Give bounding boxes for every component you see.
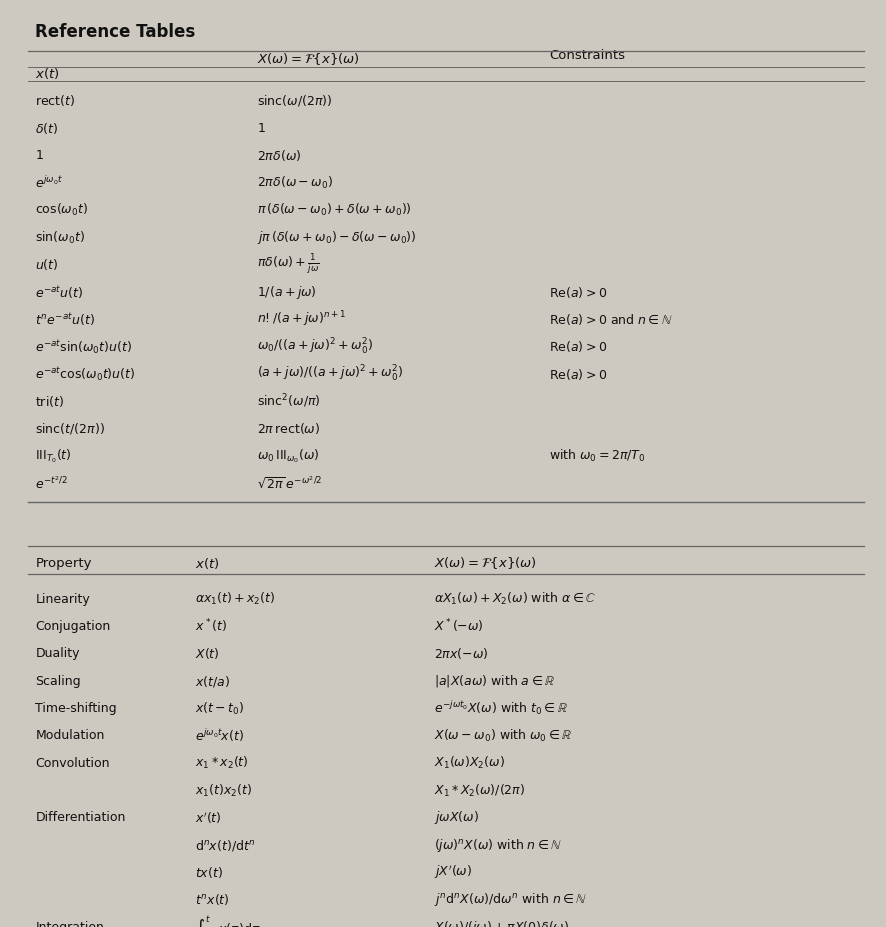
- Text: $\mathrm{Re}(a) > 0$: $\mathrm{Re}(a) > 0$: [549, 367, 608, 382]
- Text: $2\pi\,\mathrm{rect}(\omega)$: $2\pi\,\mathrm{rect}(\omega)$: [257, 422, 320, 437]
- Text: $j\omega X(\omega)$: $j\omega X(\omega)$: [434, 809, 479, 826]
- Text: $\mathrm{sinc}(t/(2\pi))$: $\mathrm{sinc}(t/(2\pi))$: [35, 422, 105, 437]
- Text: $\mathrm{d}^n x(t)/\mathrm{d}t^n$: $\mathrm{d}^n x(t)/\mathrm{d}t^n$: [195, 838, 256, 853]
- Text: $\mathrm{Re}(a) > 0$ and $n \in \mathbb{N}$: $\mathrm{Re}(a) > 0$ and $n \in \mathbb{…: [549, 312, 673, 327]
- Text: $X(\omega - \omega_0)$ with $\omega_0 \in \mathbb{R}$: $X(\omega - \omega_0)$ with $\omega_0 \i…: [434, 728, 572, 743]
- Text: $\mathrm{III}_{T_0}(t)$: $\mathrm{III}_{T_0}(t)$: [35, 448, 72, 465]
- Text: $x'(t)$: $x'(t)$: [195, 810, 222, 826]
- Text: Conjugation: Conjugation: [35, 620, 111, 633]
- Text: $X(t)$: $X(t)$: [195, 646, 220, 661]
- Text: $e^{j\omega_0 t}$: $e^{j\omega_0 t}$: [35, 175, 63, 191]
- Text: Duality: Duality: [35, 647, 80, 660]
- Text: $\mathrm{rect}(t)$: $\mathrm{rect}(t)$: [35, 94, 75, 108]
- Text: $j\pi\,(\delta(\omega + \omega_0) - \delta(\omega - \omega_0))$: $j\pi\,(\delta(\omega + \omega_0) - \del…: [257, 229, 416, 246]
- Text: $x_1 * x_2(t)$: $x_1 * x_2(t)$: [195, 756, 249, 771]
- Text: $X^*(-\omega)$: $X^*(-\omega)$: [434, 617, 484, 635]
- Text: Modulation: Modulation: [35, 730, 105, 743]
- Text: $e^{-at}u(t)$: $e^{-at}u(t)$: [35, 284, 83, 300]
- Text: $\cos(\omega_0 t)$: $\cos(\omega_0 t)$: [35, 202, 89, 218]
- Text: $\int_{-\infty}^{t} x(\tau)\mathrm{d}\tau$: $\int_{-\infty}^{t} x(\tau)\mathrm{d}\ta…: [195, 914, 260, 927]
- Text: $e^{-t^2/2}$: $e^{-t^2/2}$: [35, 476, 68, 492]
- Text: Scaling: Scaling: [35, 675, 81, 688]
- Text: $\mathrm{sinc}^2(\omega/\pi)$: $\mathrm{sinc}^2(\omega/\pi)$: [257, 393, 321, 411]
- Text: $X(\omega)/(j\omega) + \pi X(0)\delta(\omega)$: $X(\omega)/(j\omega) + \pi X(0)\delta(\o…: [434, 919, 570, 927]
- Text: $X(\omega) = \mathcal{F}\{x\}(\omega)$: $X(\omega) = \mathcal{F}\{x\}(\omega)$: [434, 555, 537, 571]
- Text: Property: Property: [35, 556, 92, 570]
- Text: $\mathrm{Re}(a) > 0$: $\mathrm{Re}(a) > 0$: [549, 285, 608, 299]
- Text: Differentiation: Differentiation: [35, 811, 126, 824]
- Text: $\alpha x_1(t) + x_2(t)$: $\alpha x_1(t) + x_2(t)$: [195, 591, 276, 607]
- Text: $\omega_0\,\mathrm{III}_{\omega_0}(\omega)$: $\omega_0\,\mathrm{III}_{\omega_0}(\omeg…: [257, 448, 320, 465]
- Text: $e^{-j\omega t_0}X(\omega)$ with $t_0 \in \mathbb{R}$: $e^{-j\omega t_0}X(\omega)$ with $t_0 \i…: [434, 700, 568, 717]
- Text: $tx(t)$: $tx(t)$: [195, 865, 222, 880]
- Text: $\omega_0/((a + j\omega)^2 + \omega_0^2)$: $\omega_0/((a + j\omega)^2 + \omega_0^2)…: [257, 337, 373, 357]
- Text: Integration: Integration: [35, 921, 105, 927]
- Text: $\mathrm{sinc}(\omega/(2\pi))$: $\mathrm{sinc}(\omega/(2\pi))$: [257, 94, 332, 108]
- Text: $(j\omega)^n X(\omega)$ with $n \in \mathbb{N}$: $(j\omega)^n X(\omega)$ with $n \in \mat…: [434, 837, 563, 854]
- Text: $n!/(a + j\omega)^{n+1}$: $n!/(a + j\omega)^{n+1}$: [257, 310, 346, 329]
- Text: Constraints: Constraints: [549, 49, 626, 62]
- Text: $1$: $1$: [35, 149, 44, 162]
- Text: $jX'(\omega)$: $jX'(\omega)$: [434, 864, 472, 882]
- Text: $\sqrt{2\pi}\,e^{-\omega^2/2}$: $\sqrt{2\pi}\,e^{-\omega^2/2}$: [257, 476, 323, 491]
- Text: $2\pi x(-\omega)$: $2\pi x(-\omega)$: [434, 646, 489, 661]
- Text: $\alpha X_1(\omega) + X_2(\omega)$ with $\alpha \in \mathbb{C}$: $\alpha X_1(\omega) + X_2(\omega)$ with …: [434, 591, 596, 607]
- Text: Reference Tables: Reference Tables: [35, 23, 196, 42]
- Text: Convolution: Convolution: [35, 756, 110, 769]
- Text: Linearity: Linearity: [35, 592, 90, 605]
- Text: $1$: $1$: [257, 121, 266, 134]
- Text: $\pi\,(\delta(\omega - \omega_0) + \delta(\omega + \omega_0))$: $\pi\,(\delta(\omega - \omega_0) + \delt…: [257, 202, 412, 218]
- Text: $u(t)$: $u(t)$: [35, 258, 59, 273]
- Text: $|a|X(a\omega)$ with $a \in \mathbb{R}$: $|a|X(a\omega)$ with $a \in \mathbb{R}$: [434, 673, 556, 689]
- Text: $x(t - t_0)$: $x(t - t_0)$: [195, 701, 245, 717]
- Text: $\mathrm{tri}(t)$: $\mathrm{tri}(t)$: [35, 394, 65, 409]
- Text: $e^{-at}\sin(\omega_0 t)u(t)$: $e^{-at}\sin(\omega_0 t)u(t)$: [35, 338, 133, 356]
- Text: $e^{-at}\cos(\omega_0 t)u(t)$: $e^{-at}\cos(\omega_0 t)u(t)$: [35, 365, 136, 383]
- Text: $X_1(\omega)X_2(\omega)$: $X_1(\omega)X_2(\omega)$: [434, 756, 505, 771]
- Text: $\sin(\omega_0 t)$: $\sin(\omega_0 t)$: [35, 230, 85, 246]
- Text: $x(t)$: $x(t)$: [195, 555, 220, 571]
- Text: $x(t/a)$: $x(t/a)$: [195, 674, 230, 689]
- Text: with $\omega_0 = 2\pi/T_0$: with $\omega_0 = 2\pi/T_0$: [549, 449, 646, 464]
- Text: $t^n e^{-at}u(t)$: $t^n e^{-at}u(t)$: [35, 311, 96, 328]
- Text: $t^n x(t)$: $t^n x(t)$: [195, 893, 229, 908]
- Text: $X_1 * X_2(\omega)/(2\pi)$: $X_1 * X_2(\omega)/(2\pi)$: [434, 782, 525, 798]
- Text: $x_1(t)x_2(t)$: $x_1(t)x_2(t)$: [195, 782, 253, 798]
- Text: $x(t)$: $x(t)$: [35, 66, 60, 81]
- Text: $j^n\mathrm{d}^n X(\omega)/\mathrm{d}\omega^n$ with $n \in \mathbb{N}$: $j^n\mathrm{d}^n X(\omega)/\mathrm{d}\om…: [434, 892, 587, 908]
- Text: $2\pi\delta(\omega)$: $2\pi\delta(\omega)$: [257, 148, 301, 163]
- Text: $\delta(t)$: $\delta(t)$: [35, 121, 58, 135]
- Text: $\pi\delta(\omega) + \frac{1}{j\omega}$: $\pi\delta(\omega) + \frac{1}{j\omega}$: [257, 253, 320, 277]
- Text: $e^{j\omega_0 t}x(t)$: $e^{j\omega_0 t}x(t)$: [195, 728, 244, 744]
- Text: $X(\omega) = \mathcal{F}\{x\}(\omega)$: $X(\omega) = \mathcal{F}\{x\}(\omega)$: [257, 51, 360, 68]
- Text: $(a + j\omega)/((a + j\omega)^2 + \omega_0^2)$: $(a + j\omega)/((a + j\omega)^2 + \omega…: [257, 364, 404, 385]
- Text: $\mathrm{Re}(a) > 0$: $\mathrm{Re}(a) > 0$: [549, 339, 608, 354]
- Text: $x^*(t)$: $x^*(t)$: [195, 617, 227, 635]
- Text: Time-shifting: Time-shifting: [35, 702, 117, 715]
- Text: $2\pi\delta(\omega - \omega_0)$: $2\pi\delta(\omega - \omega_0)$: [257, 175, 333, 191]
- Text: $1/(a + j\omega)$: $1/(a + j\omega)$: [257, 284, 316, 300]
